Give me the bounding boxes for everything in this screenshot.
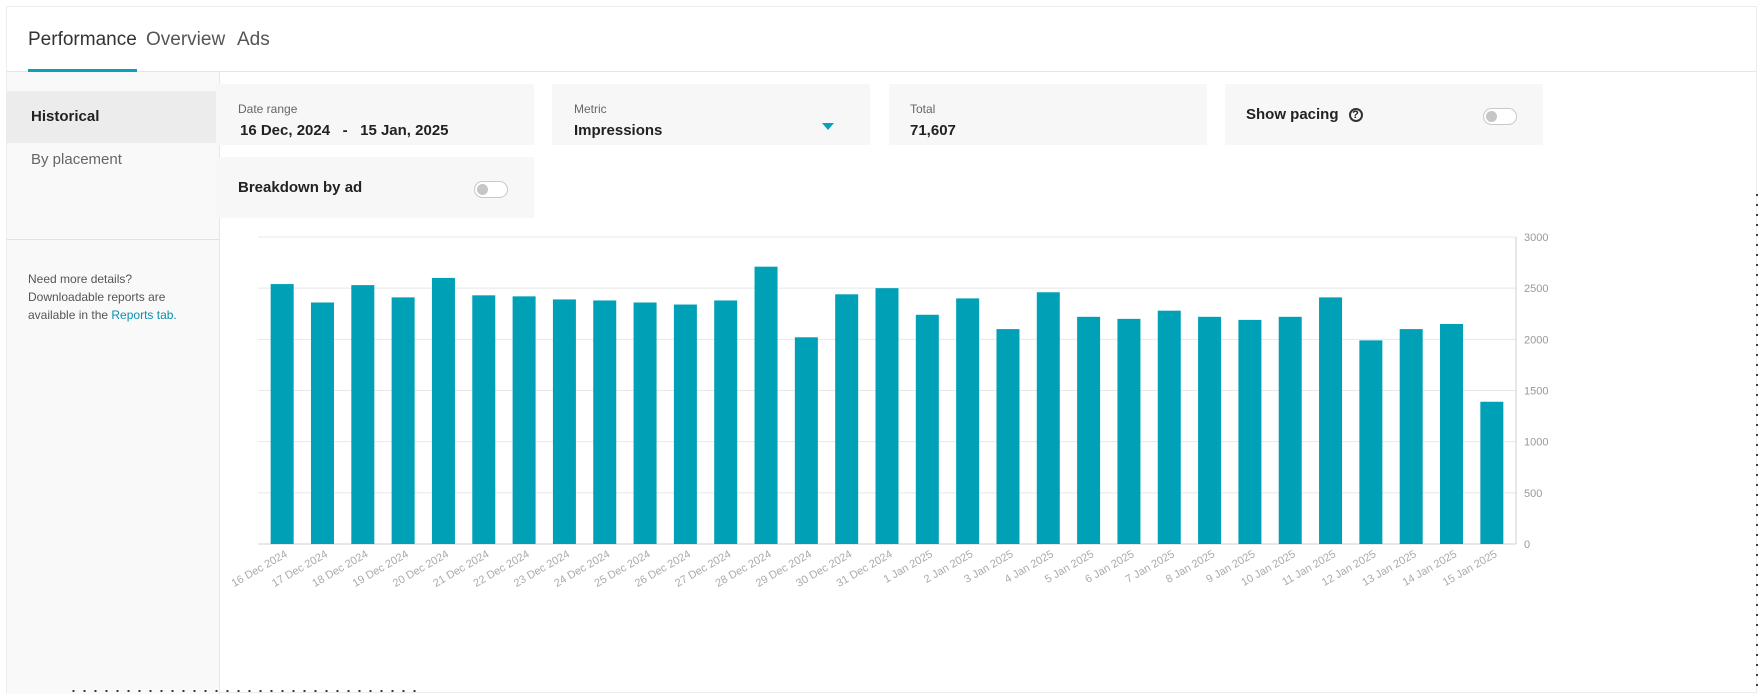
bar[interactable] — [633, 302, 657, 544]
dotted-border-right — [1756, 190, 1758, 690]
date-range-card[interactable]: Date range 16 Dec, 2024 - 15 Jan, 2025 — [216, 84, 534, 145]
bar[interactable] — [1077, 316, 1101, 544]
bar[interactable] — [1278, 316, 1302, 544]
help-icon[interactable]: ? — [1348, 107, 1363, 122]
total-label: Total — [910, 102, 936, 116]
bar[interactable] — [1359, 340, 1383, 544]
sidebar-item-historical[interactable]: Historical — [7, 91, 220, 143]
bar[interactable] — [391, 297, 415, 544]
bar[interactable] — [270, 284, 294, 544]
show-pacing-title: Show pacing ? — [1246, 84, 1363, 145]
bar[interactable] — [714, 300, 738, 544]
toggle-knob — [477, 184, 488, 195]
breakdown-card: Breakdown by ad — [216, 157, 534, 218]
bar[interactable] — [1480, 401, 1504, 544]
bar[interactable] — [310, 302, 334, 544]
total-value: 71,607 — [910, 122, 956, 139]
show-pacing-label: Show pacing — [1246, 106, 1339, 123]
breakdown-label: Breakdown by ad — [238, 179, 363, 196]
active-tab-indicator — [28, 69, 137, 72]
bar[interactable] — [1157, 310, 1181, 544]
tab-performance[interactable]: Performance — [28, 29, 137, 50]
bar[interactable] — [1238, 319, 1262, 544]
date-range-end: 15 Jan, 2025 — [360, 122, 449, 139]
sidebar-item-by-placement[interactable]: By placement — [31, 151, 122, 168]
date-range-separator: - — [342, 122, 348, 139]
bar[interactable] — [1198, 316, 1222, 544]
bar[interactable] — [835, 294, 859, 544]
bar[interactable] — [472, 295, 496, 544]
sidebar-divider — [7, 239, 220, 240]
dotted-border-bottom — [68, 690, 423, 692]
bar[interactable] — [1117, 318, 1141, 544]
sidebar: Historical By placement Need more detail… — [7, 72, 220, 694]
y-tick-label: 2500 — [1524, 283, 1548, 295]
show-pacing-toggle[interactable] — [1483, 108, 1517, 125]
metric-label: Metric — [574, 102, 607, 116]
metric-select[interactable]: Metric Impressions — [552, 84, 870, 145]
date-range-start: 16 Dec, 2024 — [240, 122, 331, 139]
bar[interactable] — [794, 337, 818, 544]
bar[interactable] — [956, 298, 980, 544]
bar[interactable] — [1399, 329, 1423, 544]
reports-tab-link[interactable]: Reports tab. — [111, 308, 177, 322]
bar[interactable] — [1319, 297, 1343, 544]
bar[interactable] — [431, 277, 455, 544]
bar[interactable] — [1036, 292, 1060, 544]
bar[interactable] — [754, 266, 778, 544]
breakdown-toggle[interactable] — [474, 181, 508, 198]
y-tick-label: 0 — [1524, 539, 1530, 551]
bar[interactable] — [552, 299, 576, 544]
bar[interactable] — [512, 296, 536, 544]
bar[interactable] — [593, 300, 617, 544]
bar[interactable] — [915, 314, 939, 544]
chevron-down-icon[interactable] — [822, 123, 834, 130]
y-tick-label: 1500 — [1524, 386, 1548, 398]
tab-bar: Performance Overview Ads — [7, 7, 1756, 72]
tab-overview[interactable]: Overview — [146, 29, 226, 50]
y-tick-label: 1000 — [1524, 437, 1548, 449]
tab-ads[interactable]: Ads — [237, 29, 270, 50]
show-pacing-card: Show pacing ? — [1225, 84, 1543, 145]
bar[interactable] — [351, 285, 375, 544]
bar[interactable] — [673, 304, 697, 544]
y-tick-label: 500 — [1524, 488, 1542, 500]
breakdown-title: Breakdown by ad — [238, 157, 362, 218]
bar[interactable] — [875, 288, 899, 544]
bar[interactable] — [1440, 323, 1464, 544]
total-card: Total 71,607 — [889, 84, 1207, 145]
reports-note-text: Need more details? Downloadable reports … — [28, 272, 166, 322]
date-range-label: Date range — [238, 102, 298, 116]
metric-value: Impressions — [574, 122, 663, 139]
y-tick-label: 2000 — [1524, 334, 1548, 346]
reports-note: Need more details? Downloadable reports … — [28, 270, 203, 324]
y-tick-label: 3000 — [1524, 232, 1548, 244]
performance-panel: Performance Overview Ads Historical By p… — [6, 6, 1757, 694]
date-range-value[interactable]: 16 Dec, 2024 - 15 Jan, 2025 — [240, 122, 449, 139]
toggle-knob — [1486, 111, 1497, 122]
bar[interactable] — [996, 329, 1020, 544]
